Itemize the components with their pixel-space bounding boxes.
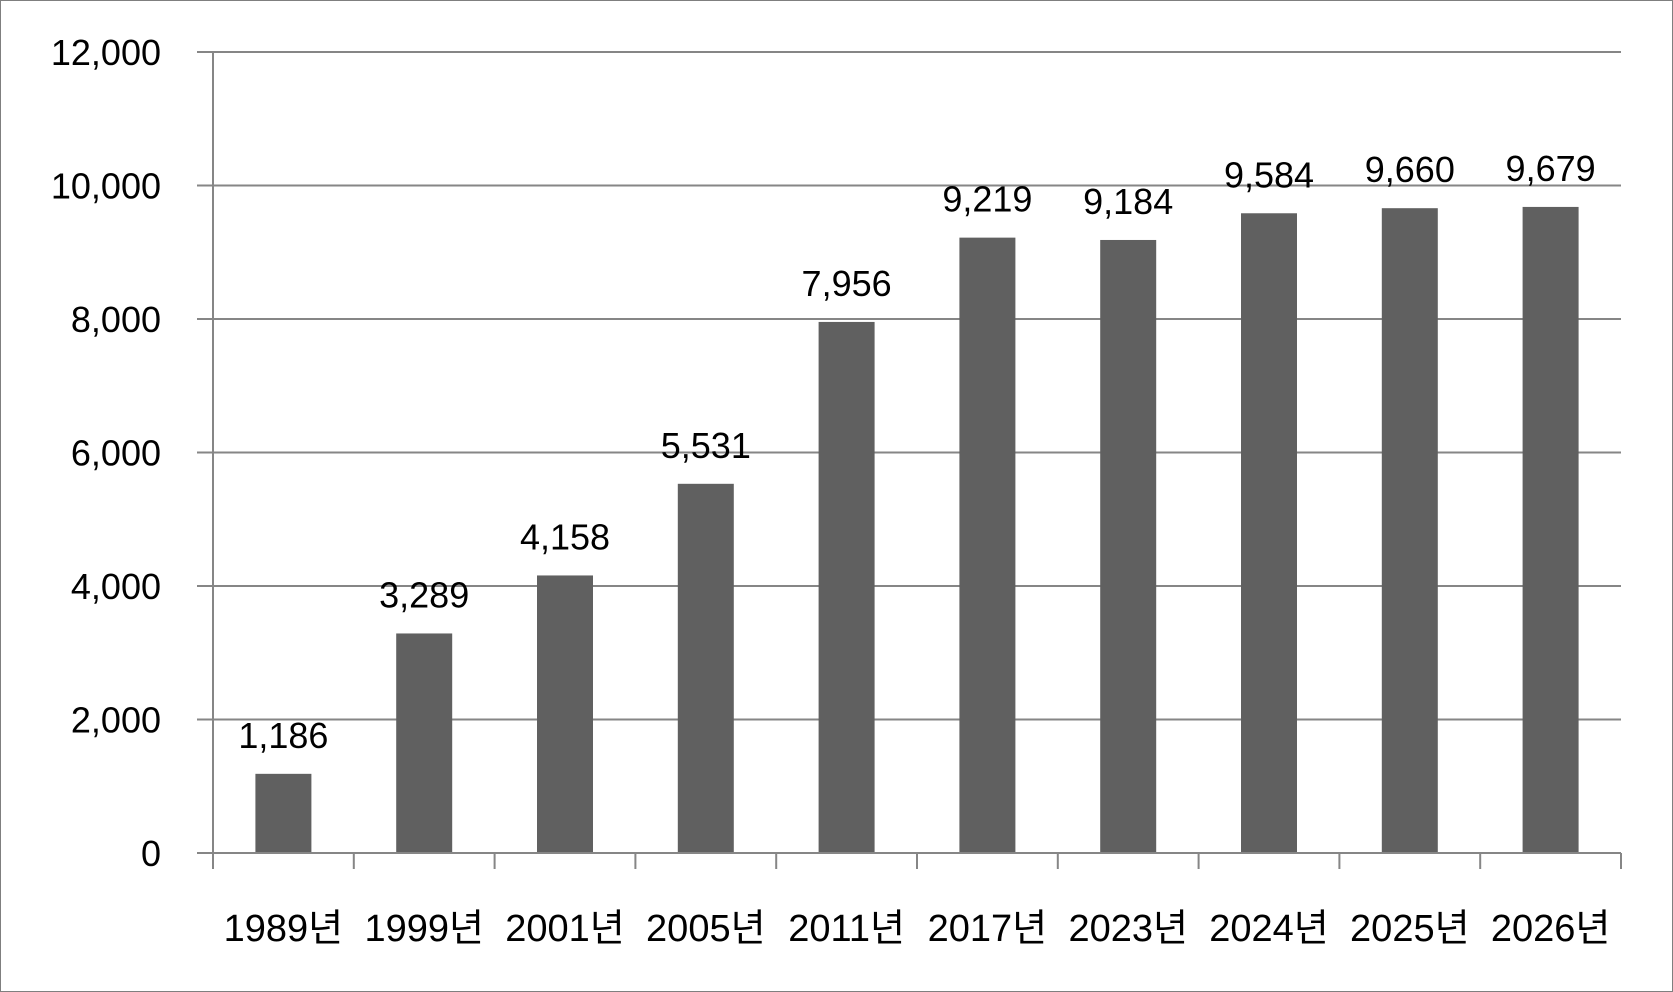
bar [255, 773, 312, 853]
x-tick-label: 2023년 [1068, 908, 1188, 950]
x-tick-label: 2001년 [505, 908, 625, 950]
bar [537, 575, 593, 853]
bar [1241, 213, 1297, 853]
x-tick-label: 2024년 [1209, 908, 1329, 950]
y-tick-label: 2,000 [71, 700, 161, 741]
bar [1381, 208, 1438, 853]
y-tick-label: 12,000 [51, 32, 161, 73]
data-label: 1,186 [238, 715, 328, 756]
x-tick-label: 2005년 [646, 908, 766, 950]
bar [1100, 239, 1157, 853]
data-label: 3,289 [379, 574, 469, 615]
x-tick-label: 1999년 [364, 908, 484, 950]
x-tick-label: 2026년 [1491, 908, 1611, 950]
data-label: 9,184 [1083, 181, 1173, 222]
data-label: 9,679 [1506, 148, 1596, 189]
data-label: 9,219 [942, 179, 1032, 220]
y-tick-label: 10,000 [51, 166, 161, 207]
x-tick-label: 2011년 [788, 908, 905, 950]
data-label: 9,584 [1224, 154, 1314, 195]
x-tick-label: 2017년 [928, 908, 1048, 950]
bar [396, 633, 453, 853]
y-tick-label: 0 [141, 833, 161, 874]
bar [1522, 206, 1579, 853]
bar [677, 483, 734, 853]
data-label: 9,660 [1365, 149, 1455, 190]
bars [255, 206, 1579, 854]
data-label: 4,158 [520, 516, 610, 557]
y-tick-label: 8,000 [71, 299, 161, 340]
y-tick-label: 6,000 [71, 433, 161, 474]
labels: 0 2,000 4,000 6,000 8,000 10,000 12,000 1,186 19… [51, 32, 1610, 950]
y-tick-label: 4,000 [71, 566, 161, 607]
data-label: 5,531 [661, 425, 751, 466]
data-label: 7,956 [802, 263, 892, 304]
bar [959, 237, 1016, 854]
bar [818, 321, 875, 853]
x-tick-label: 2025년 [1350, 908, 1470, 950]
x-tick-label: 1989년 [224, 908, 344, 950]
axes [197, 52, 1622, 869]
